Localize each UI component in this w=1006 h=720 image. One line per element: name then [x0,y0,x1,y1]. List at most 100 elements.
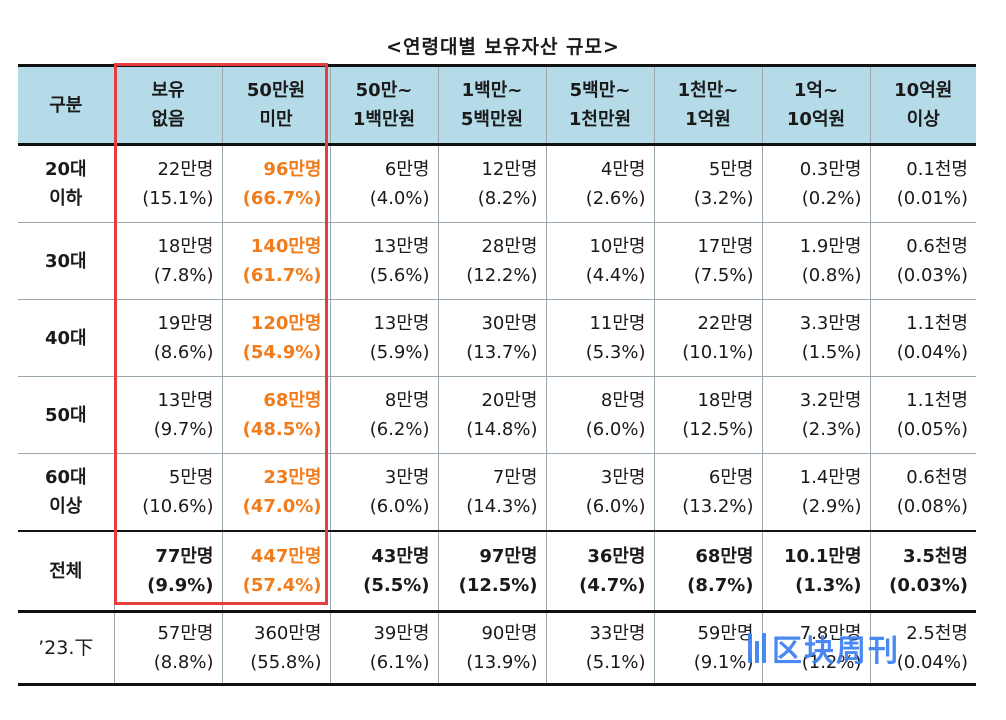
cell-line: 30대 [44,250,87,272]
table-cell: 5만명 (3.2%) [653,144,762,223]
table-cell: 0.6천명 (0.03%) [869,222,976,300]
cell-line: 6만명 [708,467,754,488]
header-cell: 5백만~ 1천만원 [545,64,654,146]
cell-line: (5.5%) [363,575,430,596]
table-row: 50대 13만명 (9.7%) 68만명 (48.5%) 8만명 (6.2%) 20만명 (14… [18,376,976,454]
cell-line: 8만명 [384,390,430,411]
table-cell: 90만명 (13.9%) [437,611,546,686]
cell-line: (2.9%) [801,496,862,517]
cell-line: 13만명 [373,313,430,334]
row-label: 전체 [18,530,114,613]
table-cell: 5만명 (10.6%) [113,453,222,532]
table-row: 20대 이하 22만명 (15.1%) 96만명 (66.7%) 6만명 (4.0%) 12만명… [18,144,976,223]
cell-line: (6.0%) [585,419,646,440]
table-cell: 7만명 (14.3%) [437,453,546,532]
cell-line: 97만명 [479,546,538,567]
cell-line: 전체 [49,560,83,582]
cell-line: 43만명 [371,546,430,567]
cell-line: 7.8만명 [799,623,862,644]
cell-line: (8.7%) [687,575,754,596]
table-cell: 7.8만명 (1.2%) [761,611,870,686]
row-label: 50대 [18,376,114,454]
cell-line: 60대 [44,467,87,488]
cell-line: 10억원 [894,80,953,101]
asset-by-age-table: 구분 보유 없음 50만원 미만 50만~ 1백만원 1백만~ 5백만원 5백만~ 1천만원 1천만~… [18,64,976,686]
table-cell: 140만명 (61.7%) [221,222,330,300]
table-cell: 120만명 (54.9%) [221,299,330,377]
cell-line: 30만명 [481,313,538,334]
table-cell: 17만명 (7.5%) [653,222,762,300]
cell-line: (57.4%) [242,575,322,596]
cell-line: (6.0%) [585,496,646,517]
cell-line: (6.1%) [369,652,430,673]
table-cell: 1.9만명 (0.8%) [761,222,870,300]
cell-line: 없음 [151,109,185,130]
table-cell: 18만명 (12.5%) [653,376,762,454]
table-title: <연령대별 보유자산 규모> [386,36,620,58]
cell-line: 96만명 [263,159,322,180]
cell-line: (0.03%) [889,575,968,596]
cell-line: (12.5%) [458,575,538,596]
cell-line: (8.6%) [153,342,214,363]
cell-line: 1백만원 [352,109,416,130]
cell-line: (10.1%) [682,342,754,363]
table-cell: 1.1천명 (0.04%) [869,299,976,377]
cell-line: 12만명 [481,159,538,180]
cell-line: 2.5천명 [906,623,968,644]
cell-line: 3.5천명 [902,546,968,567]
header-cell: 50만~ 1백만원 [329,64,438,146]
table-cell: 8만명 (6.0%) [545,376,654,454]
row-label: 30대 [18,222,114,300]
table-cell: 4만명 (2.6%) [545,144,654,223]
cell-line: 5만명 [708,159,754,180]
cell-line: 3.2만명 [799,390,862,411]
cell-line: (9.9%) [147,575,214,596]
table-row: 40대 19만명 (8.6%) 120만명 (54.9%) 13만명 (5.9%) 30만명 (… [18,299,976,377]
cell-line: (0.01%) [896,188,968,209]
cell-line: 50대 [44,404,87,426]
cell-line: (13.9%) [466,652,538,673]
cell-line: 0.3만명 [799,159,862,180]
cell-line: 1백만~ [461,80,523,101]
cell-line: (8.8%) [153,652,214,673]
cell-line: 4만명 [600,159,646,180]
cell-line: (5.9%) [369,342,430,363]
cell-line: 이상 [906,109,940,130]
row-label: 20대 이하 [18,144,114,223]
cell-line: (2.6%) [585,188,646,209]
cell-line: 28만명 [481,236,538,257]
cell-line: (1.3%) [795,575,862,596]
cell-line: (1.5%) [801,342,862,363]
cell-line: (5.3%) [585,342,646,363]
table-cell: 0.6천명 (0.08%) [869,453,976,532]
cell-line: 50만원 [246,80,306,101]
table-cell: 3.2만명 (2.3%) [761,376,870,454]
table-cell: 3만명 (6.0%) [545,453,654,532]
header-cell: 50만원 미만 [221,64,330,146]
cell-line: 6만명 [384,159,430,180]
table-cell: 19만명 (8.6%) [113,299,222,377]
table-cell: 12만명 (8.2%) [437,144,546,223]
cell-line: 50만~ [355,80,413,101]
cell-line: 1.9만명 [799,236,862,257]
cell-line: (8.2%) [477,188,538,209]
cell-line: 0.1천명 [906,159,968,180]
table-cell: 39만명 (6.1%) [329,611,438,686]
table-cell: 3.5천명 (0.03%) [869,530,976,613]
cell-line: 0.6천명 [906,467,968,488]
cell-line: (2.3%) [801,419,862,440]
cell-line: (13.7%) [466,342,538,363]
cell-line: (9.1%) [693,652,754,673]
table-cell: 1.1천명 (0.05%) [869,376,976,454]
cell-line: (15.1%) [142,188,214,209]
cell-line: (48.5%) [242,419,322,440]
cell-line: 5만명 [168,467,214,488]
cell-line: (4.0%) [369,188,430,209]
table-cell: 22만명 (10.1%) [653,299,762,377]
table-cell: 68만명 (8.7%) [653,530,762,613]
cell-line: (6.2%) [369,419,430,440]
cell-line: (0.05%) [896,419,968,440]
cell-line: 20만명 [481,390,538,411]
cell-line: (12.5%) [682,419,754,440]
